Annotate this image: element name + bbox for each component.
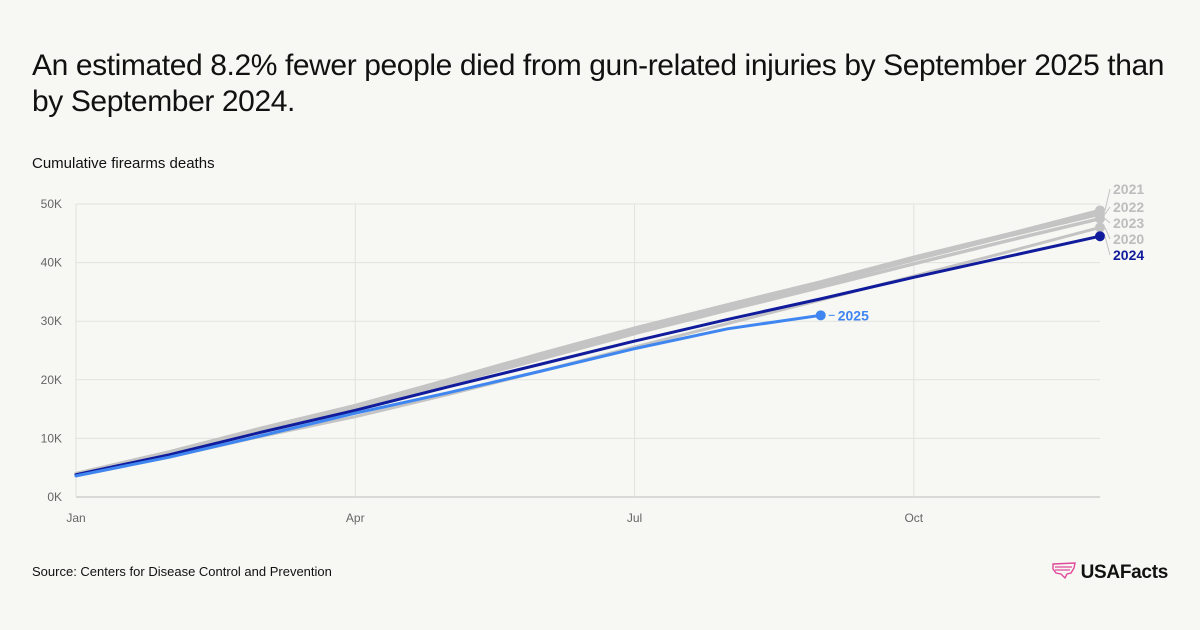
label-leader-2021 bbox=[1104, 188, 1111, 211]
y-tick-label: 50K bbox=[41, 197, 62, 211]
series-label-2021: 2021 bbox=[1113, 181, 1144, 197]
label-leader-2022 bbox=[1104, 206, 1111, 215]
label-leader-2023 bbox=[1104, 218, 1111, 224]
y-tick-label: 20K bbox=[41, 373, 62, 387]
series-line-2025 bbox=[74, 313, 823, 478]
y-tick-label: 30K bbox=[41, 314, 62, 328]
label-leader-2024 bbox=[1104, 236, 1111, 256]
gridlines bbox=[75, 203, 1100, 498]
series-label-2024: 2024 bbox=[1113, 247, 1144, 263]
series-label-2020: 2020 bbox=[1113, 231, 1144, 247]
series-label-2025: 2025 bbox=[838, 307, 869, 323]
x-tick-label: Oct bbox=[904, 511, 923, 525]
axis-ticks: 0K 10K 20K 30K 40K 50K Jan Apr Jul Oct bbox=[41, 197, 924, 525]
us-flag-icon bbox=[1051, 560, 1077, 585]
series-endpoint-2024 bbox=[1095, 231, 1105, 242]
usafacts-logo[interactable]: USAFacts bbox=[1051, 560, 1168, 585]
x-tick-label: Apr bbox=[346, 511, 365, 525]
series-label-2023: 2023 bbox=[1113, 215, 1144, 231]
source-note: Source: Centers for Disease Control and … bbox=[32, 564, 332, 579]
series-endpoint-2025 bbox=[815, 310, 826, 321]
label-leader-2020 bbox=[1104, 227, 1111, 240]
series-line-2024 bbox=[74, 234, 1102, 477]
series-label-2022: 2022 bbox=[1113, 199, 1144, 215]
y-tick-label: 10K bbox=[41, 431, 62, 445]
x-tick-label: Jul bbox=[627, 511, 642, 525]
chart-subtitle: Cumulative firearms deaths bbox=[32, 155, 215, 172]
series-endpoint-2020 bbox=[1095, 222, 1105, 233]
chart-title: An estimated 8.2% fewer people died from… bbox=[32, 49, 1165, 118]
logo-text: USAFacts bbox=[1080, 561, 1169, 583]
x-tick-label: Jan bbox=[66, 511, 85, 525]
series-endpoint-2023 bbox=[1095, 213, 1105, 224]
y-tick-label: 40K bbox=[41, 256, 62, 270]
y-tick-label: 0K bbox=[47, 490, 62, 504]
series-lines bbox=[74, 205, 1105, 478]
